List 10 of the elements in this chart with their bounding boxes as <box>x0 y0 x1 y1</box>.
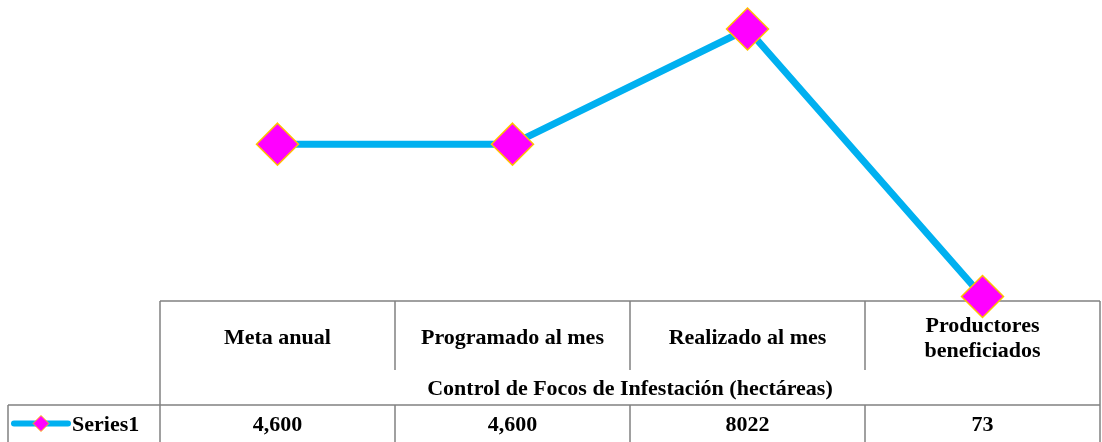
x-tick-label: Meta anual <box>224 323 331 348</box>
data-label: 8022 <box>725 411 770 436</box>
data-label: 73 <box>971 411 994 436</box>
x-tick-label: Programado al mes <box>421 323 605 348</box>
x-tick-label: Productores beneficiados <box>924 311 1041 361</box>
legend-label: Series1 <box>72 411 140 436</box>
data-label: 4,600 <box>252 411 303 436</box>
data-label: 4,600 <box>487 411 538 436</box>
x-tick-label: Realizado al mes <box>668 323 827 348</box>
x-axis-title: Control de Focos de Infestación (hectáreas) <box>427 375 833 400</box>
